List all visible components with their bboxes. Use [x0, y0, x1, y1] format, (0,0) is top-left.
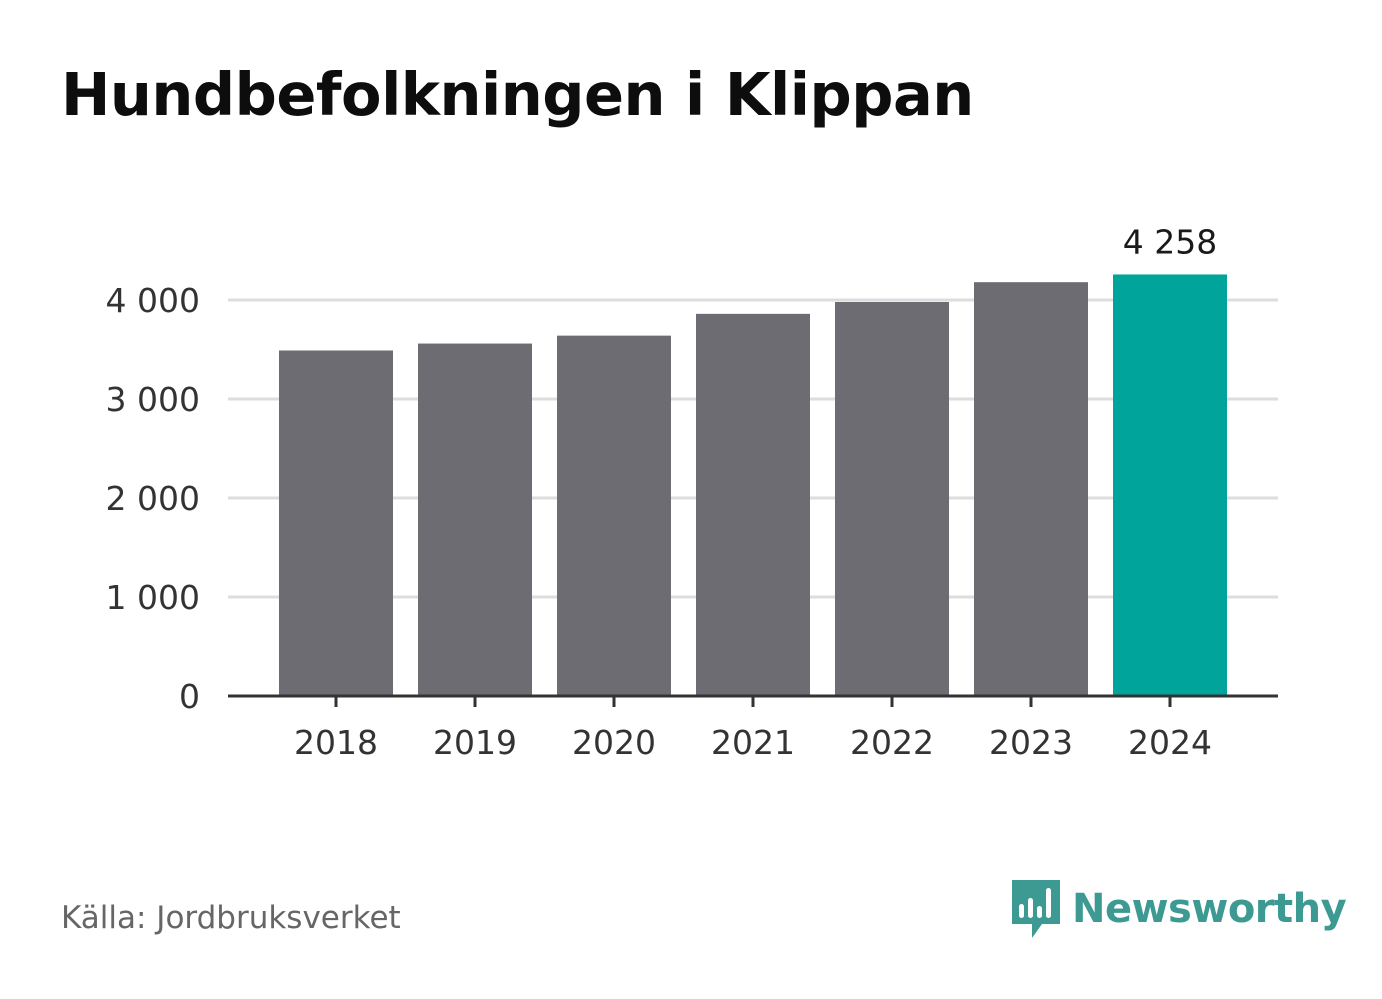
- y-axis-ticks: 0 1 000 2 000 3 000 4 000: [106, 281, 200, 716]
- x-tick-label: 2023: [989, 723, 1073, 762]
- bar-2023: [974, 282, 1088, 696]
- y-tick-label: 0: [179, 677, 200, 716]
- x-axis-ticks: 2018 2019 2020 2021 2022 2023 2024: [294, 696, 1212, 762]
- x-tick-label: 2021: [711, 723, 795, 762]
- source-note: Källa: Jordbruksverket: [61, 900, 401, 936]
- y-tick-label: 2 000: [106, 479, 200, 518]
- x-tick-label: 2022: [850, 723, 934, 762]
- y-tick-label: 4 000: [106, 281, 200, 320]
- newsworthy-logo: Newsworthy: [1010, 878, 1347, 940]
- x-tick-label: 2019: [433, 723, 517, 762]
- newsworthy-logo-icon: [1012, 880, 1060, 938]
- bar-2020: [557, 335, 671, 696]
- brand-name: Newsworthy: [1072, 886, 1347, 932]
- bar-2019: [418, 343, 532, 696]
- bar-2021: [696, 313, 810, 696]
- x-tick-label: 2024: [1128, 723, 1212, 762]
- bar-2024: [1113, 274, 1227, 696]
- x-tick-label: 2020: [572, 723, 656, 762]
- data-label: 4 258: [1123, 222, 1217, 261]
- x-tick-label: 2018: [294, 723, 378, 762]
- bars: [279, 274, 1227, 696]
- y-tick-label: 3 000: [106, 380, 200, 419]
- chart-title: Hundbefolkningen i Klippan: [61, 60, 974, 129]
- y-tick-label: 1 000: [106, 578, 200, 617]
- bar-2022: [835, 301, 949, 696]
- data-labels: 4 258: [1123, 222, 1217, 261]
- bar-2018: [279, 350, 393, 696]
